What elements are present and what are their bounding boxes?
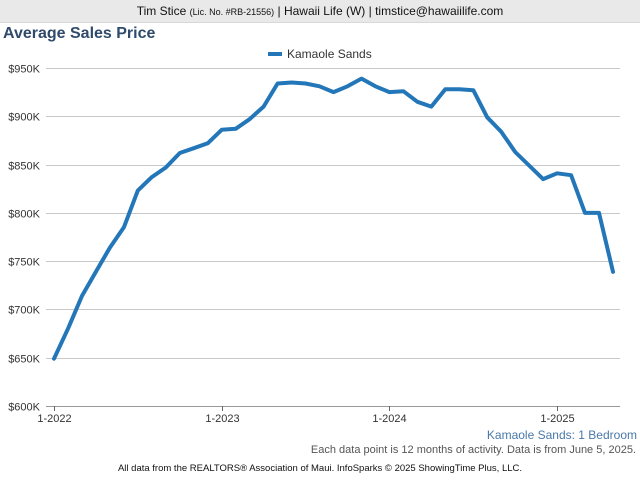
data-point[interactable]: [206, 141, 210, 145]
data-point[interactable]: [457, 87, 461, 91]
chart-title: Average Sales Price: [3, 25, 156, 42]
data-point[interactable]: [150, 175, 154, 179]
grid-lines: [46, 68, 620, 407]
data-footnote: Each data point is 12 months of activity…: [310, 444, 636, 456]
data-point[interactable]: [304, 82, 308, 86]
y-tick-label: $900K: [8, 112, 40, 124]
chart-subtitle: Kamaole Sands: 1 Bedroom: [487, 428, 637, 442]
data-point[interactable]: [443, 87, 447, 91]
data-point[interactable]: [499, 130, 503, 134]
data-point[interactable]: [52, 357, 56, 361]
data-point[interactable]: [387, 90, 391, 94]
data-point[interactable]: [541, 177, 545, 181]
data-point[interactable]: [192, 146, 196, 150]
data-point[interactable]: [276, 82, 280, 86]
data-point[interactable]: [415, 100, 419, 104]
data-point[interactable]: [373, 84, 377, 88]
data-point[interactable]: [248, 117, 252, 121]
data-point[interactable]: [513, 150, 517, 154]
data-point[interactable]: [471, 88, 475, 92]
legend: Kamaole Sands: [268, 47, 372, 61]
data-point[interactable]: [360, 77, 364, 81]
y-tick-label: $700K: [8, 305, 40, 317]
x-tick-label: 1-2023: [205, 413, 239, 425]
y-tick-label: $850K: [8, 161, 40, 173]
data-point[interactable]: [429, 105, 433, 109]
copyright-footer: All data from the REALTORS® Association …: [117, 463, 523, 474]
series-line-kamaole-sands: [52, 76, 615, 361]
y-axis: $600K $650K $700K $750K $800K $850K $900K $950K: [8, 64, 40, 414]
data-point[interactable]: [569, 173, 573, 177]
data-point[interactable]: [597, 211, 601, 215]
x-tick-label: 1-2025: [540, 413, 574, 425]
data-point[interactable]: [332, 90, 336, 94]
agent-name: Tim Stice: [136, 4, 187, 18]
x-tick-label: 1-2024: [372, 413, 406, 425]
data-point[interactable]: [108, 246, 112, 250]
data-point[interactable]: [178, 151, 182, 155]
y-tick-label: $750K: [8, 257, 40, 269]
data-point[interactable]: [80, 294, 84, 298]
data-point[interactable]: [485, 115, 489, 119]
data-point[interactable]: [401, 89, 405, 93]
legend-label-kamaole-sands[interactable]: Kamaole Sands: [287, 47, 372, 61]
x-tick-label: 1-2022: [37, 413, 71, 425]
data-point[interactable]: [94, 270, 98, 274]
header-bar: Tim Stice (Lic. No. #RB-21556) | Hawaii …: [0, 0, 640, 23]
data-point[interactable]: [583, 211, 587, 215]
data-point[interactable]: [66, 327, 70, 331]
data-point[interactable]: [611, 270, 615, 274]
data-point[interactable]: [318, 84, 322, 88]
y-tick-label: $600K: [8, 402, 40, 414]
agency-contact: | Hawaii Life (W) | timstice@hawaiilife.…: [277, 4, 504, 18]
y-tick-label: $650K: [8, 354, 40, 366]
y-tick-label: $800K: [8, 209, 40, 221]
data-point[interactable]: [527, 164, 531, 168]
y-tick-label: $950K: [8, 64, 40, 76]
license-number: (Lic. No. #RB-21556): [189, 7, 275, 17]
data-point[interactable]: [220, 128, 224, 132]
data-point[interactable]: [122, 225, 126, 229]
data-point[interactable]: [262, 105, 266, 109]
x-axis: 1-2022 1-2023 1-2024 1-2025: [37, 406, 575, 425]
data-point[interactable]: [290, 81, 294, 85]
data-point[interactable]: [555, 171, 559, 175]
data-point[interactable]: [136, 189, 140, 193]
data-point[interactable]: [164, 166, 168, 170]
data-point[interactable]: [234, 127, 238, 131]
data-point[interactable]: [346, 84, 350, 88]
data-points: [52, 77, 615, 361]
